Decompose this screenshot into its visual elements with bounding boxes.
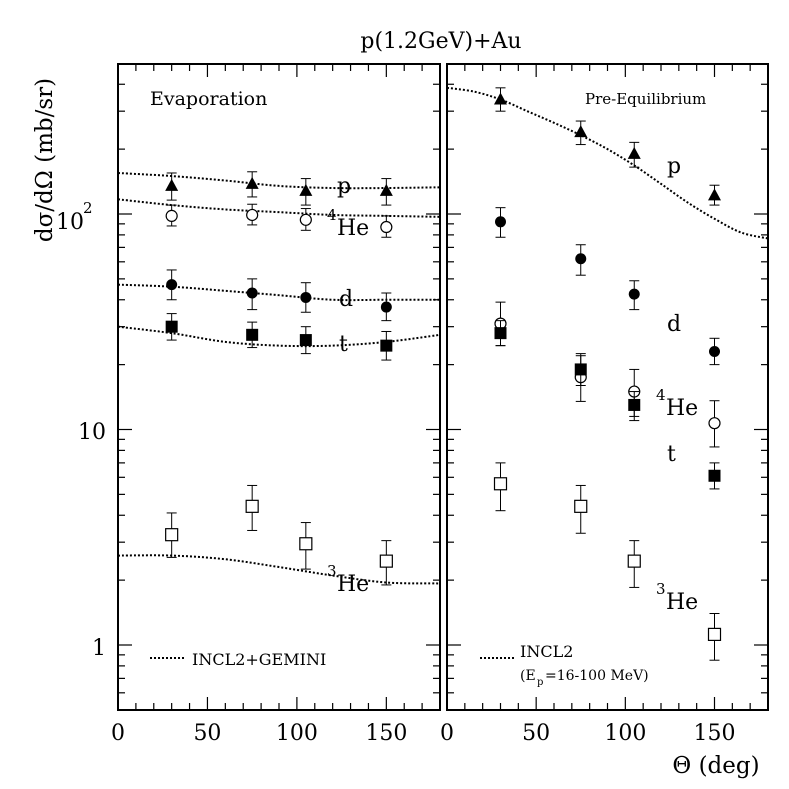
data-point-right-d-30 bbox=[495, 216, 506, 228]
annotation-right-p: p bbox=[667, 154, 681, 179]
annotations-right: p d 4 He t 3 He bbox=[656, 154, 698, 615]
data-point-left-t-75 bbox=[246, 328, 259, 341]
data-point-right-3He-30 bbox=[493, 477, 508, 491]
data-point-left-3He-105 bbox=[299, 537, 313, 551]
y-tick-label-100: 10 2 bbox=[56, 199, 93, 235]
x-tick-labels: 0 50 100 150 0 50 100 150 bbox=[111, 721, 736, 746]
data-point-right-p-150 bbox=[708, 188, 721, 201]
annotation-left-3he-mass: 3 bbox=[327, 562, 337, 580]
data-point-right-p-30 bbox=[494, 92, 507, 105]
panel-evaporation bbox=[117, 63, 441, 711]
legend-sublabel-rest: =16-100 MeV) bbox=[545, 668, 649, 684]
legend-label-left: INCL2+GEMINI bbox=[192, 650, 326, 669]
annotation-left-d: d bbox=[339, 287, 353, 312]
annotation-right-4he: He bbox=[666, 396, 698, 421]
data-point-left-3He-75 bbox=[245, 499, 259, 513]
x-tick-label-right-50: 50 bbox=[522, 721, 550, 746]
panel-title-evaporation: Evaporation bbox=[150, 88, 267, 110]
panel-pre-equilibrium bbox=[446, 63, 769, 711]
data-point-right-3He-150 bbox=[707, 627, 722, 641]
annotation-left-4he-mass: 4 bbox=[327, 206, 337, 224]
data-point-left-p-150 bbox=[379, 183, 393, 196]
data-point-left-3He-30 bbox=[165, 528, 179, 542]
y-tick-label-100-base: 10 bbox=[56, 210, 84, 235]
legend-sublabel-right: (E p =16-100 MeV) bbox=[520, 668, 649, 688]
data-point-left-4He-150 bbox=[380, 220, 393, 234]
annotation-right-3he: He bbox=[666, 590, 698, 615]
data-point-right-d-150 bbox=[709, 346, 720, 358]
data-point-left-t-30 bbox=[165, 320, 178, 333]
panel-frame-left bbox=[117, 63, 441, 711]
annotation-right-t: t bbox=[667, 442, 676, 467]
annotations-left: p 4 He d t 3 He bbox=[327, 174, 369, 597]
data-point-left-4He-105 bbox=[299, 213, 312, 226]
data-point-left-p-105 bbox=[299, 183, 313, 196]
data-point-left-p-30 bbox=[165, 178, 179, 191]
data-point-right-t-30 bbox=[494, 327, 507, 340]
data-point-right-p-105 bbox=[627, 146, 641, 159]
panel-title-pre-equilibrium: Pre-Equilibrium bbox=[585, 90, 706, 108]
data-point-right-4He-150 bbox=[708, 417, 721, 430]
y-tick-label-10: 10 bbox=[78, 420, 106, 445]
y-axis-label: dσ/dΩ (mb/sr) bbox=[32, 78, 58, 242]
model-curve-left-d bbox=[117, 283, 440, 302]
x-tick-label-left-50: 50 bbox=[193, 721, 221, 746]
annotation-right-4he-mass: 4 bbox=[656, 386, 666, 404]
legend-sublabel-open: (E bbox=[520, 668, 536, 684]
y-tick-label-100-exponent: 2 bbox=[83, 199, 93, 217]
x-tick-label-left-100: 100 bbox=[276, 721, 318, 746]
data-point-left-d-105 bbox=[300, 291, 312, 303]
model-curve-right-p bbox=[446, 86, 769, 240]
x-axis-label: Θ (deg) bbox=[672, 753, 759, 779]
data-point-left-d-150 bbox=[380, 301, 392, 313]
data-point-left-p-75 bbox=[245, 176, 259, 189]
annotation-left-t: t bbox=[339, 332, 348, 357]
model-curve-left-p bbox=[117, 171, 441, 190]
annotation-right-3he-mass: 3 bbox=[656, 580, 666, 598]
x-tick-label-right-150: 150 bbox=[694, 721, 736, 746]
annotation-left-p: p bbox=[337, 174, 351, 199]
legend-label-right: INCL2 bbox=[520, 642, 573, 661]
data-point-right-d-75 bbox=[575, 253, 587, 265]
data-point-left-d-75 bbox=[246, 287, 258, 299]
data-point-right-3He-105 bbox=[627, 554, 641, 568]
data-point-right-t-150 bbox=[708, 469, 721, 482]
annotation-left-3he: He bbox=[337, 572, 369, 597]
annotation-left-4he: He bbox=[337, 216, 369, 241]
data-point-left-t-105 bbox=[299, 334, 312, 347]
annotation-right-d: d bbox=[667, 312, 681, 337]
x-tick-label-right-100: 100 bbox=[604, 721, 646, 746]
data-point-left-4He-30 bbox=[165, 209, 178, 222]
data-point-right-t-105 bbox=[628, 398, 641, 411]
y-tick-label-1: 1 bbox=[92, 636, 106, 661]
data-point-left-d-30 bbox=[166, 279, 178, 291]
data-point-right-3He-75 bbox=[574, 499, 588, 513]
data-point-right-p-75 bbox=[574, 125, 588, 138]
data-point-left-3He-150 bbox=[379, 554, 393, 568]
x-tick-label-left-150: 150 bbox=[365, 721, 407, 746]
x-tick-label-right-0: 0 bbox=[440, 721, 454, 746]
data-point-left-4He-75 bbox=[246, 208, 259, 222]
data-point-right-d-105 bbox=[628, 288, 640, 300]
x-tick-label-left-0: 0 bbox=[111, 721, 125, 746]
figure-title: p(1.2GeV)+Au bbox=[360, 29, 521, 54]
legend-sublabel-subscript: p bbox=[537, 677, 543, 688]
panel-frame-right bbox=[446, 63, 769, 711]
data-point-right-t-75 bbox=[574, 363, 587, 376]
data-point-left-t-150 bbox=[380, 339, 393, 352]
